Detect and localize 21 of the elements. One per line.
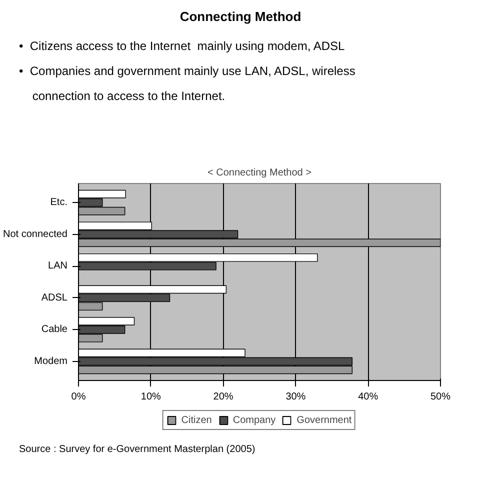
text: • Citizens access to the Internet mainly using modem, ADSL (19, 38, 346, 55)
x-tick-label: 20% (213, 392, 234, 402)
chart-subtitle: < Connecting Method > (208, 168, 312, 178)
y-tick-label: Modem (34, 356, 68, 367)
x-tick-label: 0% (71, 392, 86, 402)
legend-label: Citizen (181, 414, 212, 426)
x-tick-label: 30% (286, 392, 306, 402)
y-tick-label: Etc. (50, 197, 68, 208)
x-tick-label: 10% (140, 392, 162, 402)
y-tick-label: ADSL (41, 292, 68, 304)
text: connection to access to the Internet. (31, 88, 226, 105)
y-tick-label: LAN (48, 260, 68, 272)
text: • Companies and government mainly use LAN, ADSL, wireless (19, 62, 356, 80)
legend-label: Government (296, 414, 352, 426)
y-tick-label: Cable (41, 324, 68, 336)
x-tick-label: 50% (430, 392, 451, 402)
y-tick-label: Not connected (3, 228, 68, 240)
legend-label: Company (232, 414, 276, 426)
source-note: Source : Survey for e-Government Masterplan (2005) (19, 443, 256, 457)
x-tick-label: 40% (358, 392, 378, 402)
chart-title: Connecting Method (178, 8, 302, 26)
